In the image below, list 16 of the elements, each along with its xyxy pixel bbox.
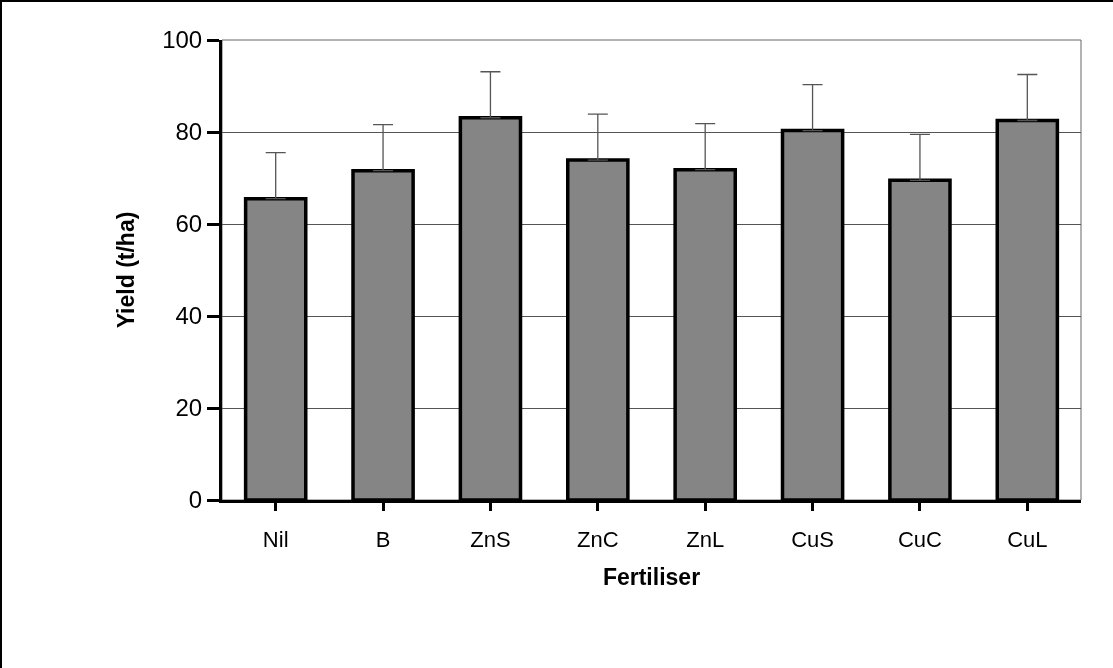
x-tick-label: Nil: [262, 527, 289, 553]
x-tick-label: CuL: [1007, 527, 1048, 553]
x-tick-label: CuS: [791, 527, 834, 553]
x-tick-label: B: [375, 527, 391, 553]
x-tick-label: CuC: [897, 527, 943, 553]
y-axis-title: Yield (t/ha): [112, 211, 139, 329]
y-tick-label: 100: [162, 26, 203, 54]
y-tick-label: 40: [175, 302, 203, 330]
y-tick-label: 80: [175, 118, 203, 146]
y-tick-label: 0: [188, 486, 203, 514]
x-axis-title: Fertiliser: [602, 564, 701, 590]
x-tick-label: ZnC: [577, 527, 619, 553]
x-tick-label: ZnL: [686, 527, 725, 553]
y-tick-label: 60: [175, 210, 203, 238]
x-tick-label: ZnS: [470, 527, 511, 553]
y-tick-label: 20: [175, 394, 203, 422]
